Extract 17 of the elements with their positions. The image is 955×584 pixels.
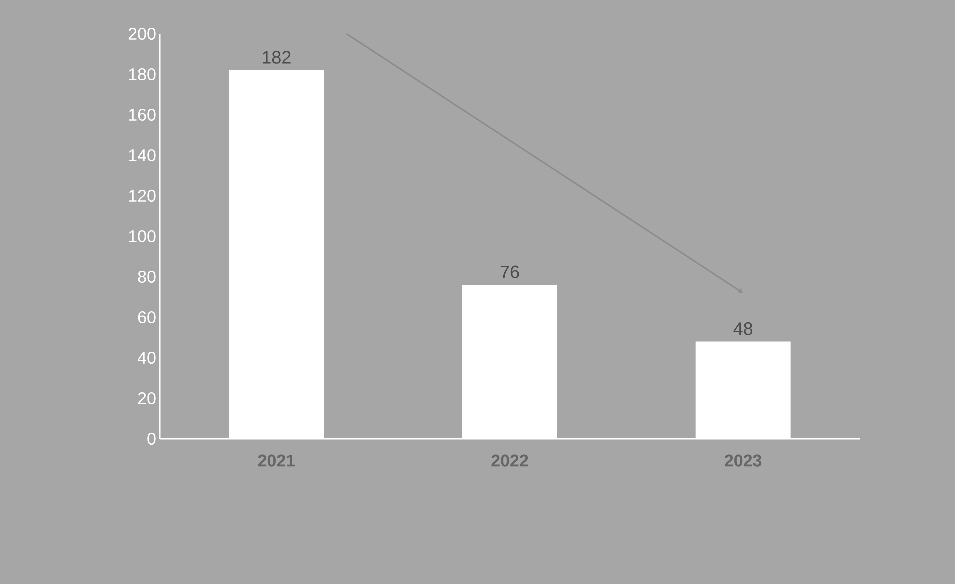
y-tick-label: 200 (128, 28, 156, 40)
x-tick-label: 2023 (725, 454, 762, 467)
y-tick-label: 180 (129, 68, 156, 81)
y-tick-label: 20 (138, 392, 156, 405)
y-tick-label: 100 (129, 230, 156, 243)
x-tick-label: 2022 (492, 454, 528, 467)
y-tick-label: 160 (129, 108, 156, 122)
y-tick-label: 60 (138, 311, 156, 324)
data-label: 48 (734, 322, 753, 336)
y-tick-label: 40 (138, 352, 156, 364)
y-tick-label: 0 (148, 432, 156, 446)
x-tick-label: 2021 (258, 454, 296, 467)
y-tick-label: 80 (138, 270, 156, 284)
y-tick-label: 120 (129, 190, 156, 202)
data-label: 182 (263, 51, 291, 64)
y-tick-label: 140 (129, 149, 156, 162)
data-label: 76 (500, 266, 520, 279)
